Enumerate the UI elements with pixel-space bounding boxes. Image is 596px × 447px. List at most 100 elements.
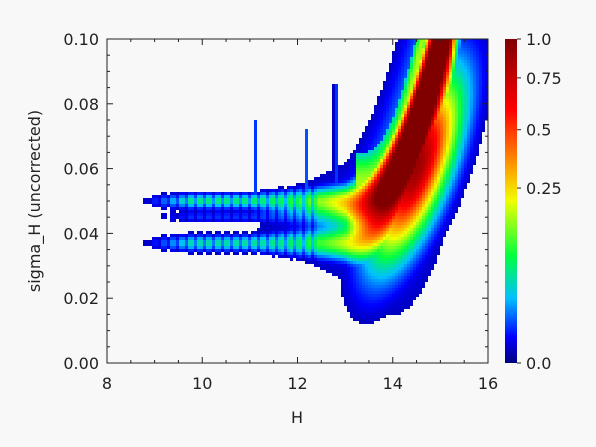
heat-cell bbox=[254, 216, 257, 219]
heat-cell bbox=[164, 201, 167, 204]
heat-cell bbox=[272, 210, 275, 213]
heat-cell bbox=[425, 234, 428, 237]
heat-cell bbox=[380, 294, 383, 297]
heat-cell bbox=[161, 240, 164, 243]
heat-cell bbox=[374, 105, 377, 108]
heat-cell bbox=[149, 201, 152, 204]
heat-cell bbox=[332, 186, 335, 189]
heat-cell bbox=[221, 237, 224, 240]
heat-cell bbox=[395, 261, 398, 264]
heat-cell bbox=[281, 201, 284, 204]
heat-cell bbox=[383, 276, 386, 279]
heat-cell bbox=[419, 255, 422, 258]
heat-cell bbox=[359, 183, 362, 186]
heat-cell bbox=[305, 234, 308, 237]
heat-cell bbox=[383, 138, 386, 141]
heat-cell bbox=[437, 99, 440, 102]
heat-cell bbox=[344, 276, 347, 279]
heat-cell bbox=[314, 213, 317, 216]
heat-cell bbox=[194, 246, 197, 249]
heat-cell bbox=[335, 183, 338, 186]
heat-cell bbox=[362, 198, 365, 201]
heat-cell bbox=[179, 216, 182, 219]
heat-cell bbox=[281, 207, 284, 210]
heat-cell bbox=[452, 156, 455, 159]
heat-cell bbox=[314, 189, 317, 192]
heat-cell bbox=[317, 255, 320, 258]
heat-cell bbox=[401, 168, 404, 171]
heat-cell bbox=[407, 213, 410, 216]
heat-cell bbox=[383, 279, 386, 282]
heat-cell bbox=[359, 171, 362, 174]
heat-cell bbox=[359, 165, 362, 168]
heat-cell bbox=[368, 132, 371, 135]
heat-cell bbox=[386, 213, 389, 216]
heat-cell bbox=[455, 129, 458, 132]
heat-cell bbox=[161, 246, 164, 249]
heat-cell bbox=[419, 186, 422, 189]
heat-cell bbox=[158, 243, 161, 246]
heat-cell bbox=[449, 42, 452, 45]
heat-cell bbox=[356, 249, 359, 252]
heat-cell bbox=[401, 240, 404, 243]
heat-cell bbox=[206, 252, 209, 255]
heat-cell bbox=[482, 111, 485, 114]
heat-cell bbox=[353, 234, 356, 237]
heat-cell bbox=[458, 198, 461, 201]
heat-cell bbox=[332, 174, 335, 177]
heat-cell bbox=[470, 54, 473, 57]
heat-cell bbox=[374, 237, 377, 240]
heat-cell bbox=[455, 210, 458, 213]
heat-cell bbox=[392, 264, 395, 267]
heat-cell bbox=[335, 159, 338, 162]
heat-cell bbox=[371, 234, 374, 237]
heat-cell bbox=[329, 210, 332, 213]
heat-cell bbox=[302, 195, 305, 198]
heat-cell bbox=[404, 42, 407, 45]
heat-cell bbox=[455, 156, 458, 159]
heat-cell bbox=[185, 210, 188, 213]
heat-cell bbox=[428, 231, 431, 234]
heat-cell bbox=[422, 276, 425, 279]
heat-cell bbox=[353, 282, 356, 285]
heat-cell bbox=[434, 150, 437, 153]
heat-cell bbox=[422, 39, 425, 42]
heat-cell bbox=[344, 264, 347, 267]
heat-cell bbox=[365, 141, 368, 144]
heat-cell bbox=[458, 174, 461, 177]
heat-cell bbox=[404, 186, 407, 189]
heat-cell bbox=[422, 279, 425, 282]
heat-cell bbox=[443, 87, 446, 90]
heat-cell bbox=[422, 57, 425, 60]
heat-cell bbox=[413, 291, 416, 294]
heat-cell bbox=[269, 222, 272, 225]
heat-cell bbox=[473, 45, 476, 48]
heat-cell bbox=[485, 84, 488, 87]
heat-cell bbox=[398, 108, 401, 111]
heat-cell bbox=[458, 138, 461, 141]
heat-cell bbox=[326, 255, 329, 258]
heat-cell bbox=[425, 153, 428, 156]
heat-cell bbox=[413, 192, 416, 195]
heat-cell bbox=[317, 201, 320, 204]
x-axis-title: H bbox=[291, 408, 303, 427]
heat-cell bbox=[440, 153, 443, 156]
heat-cell bbox=[428, 210, 431, 213]
heat-cell bbox=[290, 198, 293, 201]
heat-cell bbox=[392, 177, 395, 180]
heat-cell bbox=[335, 174, 338, 177]
heat-cell bbox=[443, 195, 446, 198]
heat-cell bbox=[251, 195, 254, 198]
heat-cell bbox=[458, 93, 461, 96]
heat-cell bbox=[386, 105, 389, 108]
heat-cell bbox=[374, 255, 377, 258]
heat-cell bbox=[368, 177, 371, 180]
heat-cell bbox=[338, 270, 341, 273]
heat-cell bbox=[359, 291, 362, 294]
heat-cell bbox=[332, 210, 335, 213]
heat-cell bbox=[434, 45, 437, 48]
heat-cell bbox=[338, 165, 341, 168]
heat-cell bbox=[461, 144, 464, 147]
heat-cell bbox=[440, 162, 443, 165]
